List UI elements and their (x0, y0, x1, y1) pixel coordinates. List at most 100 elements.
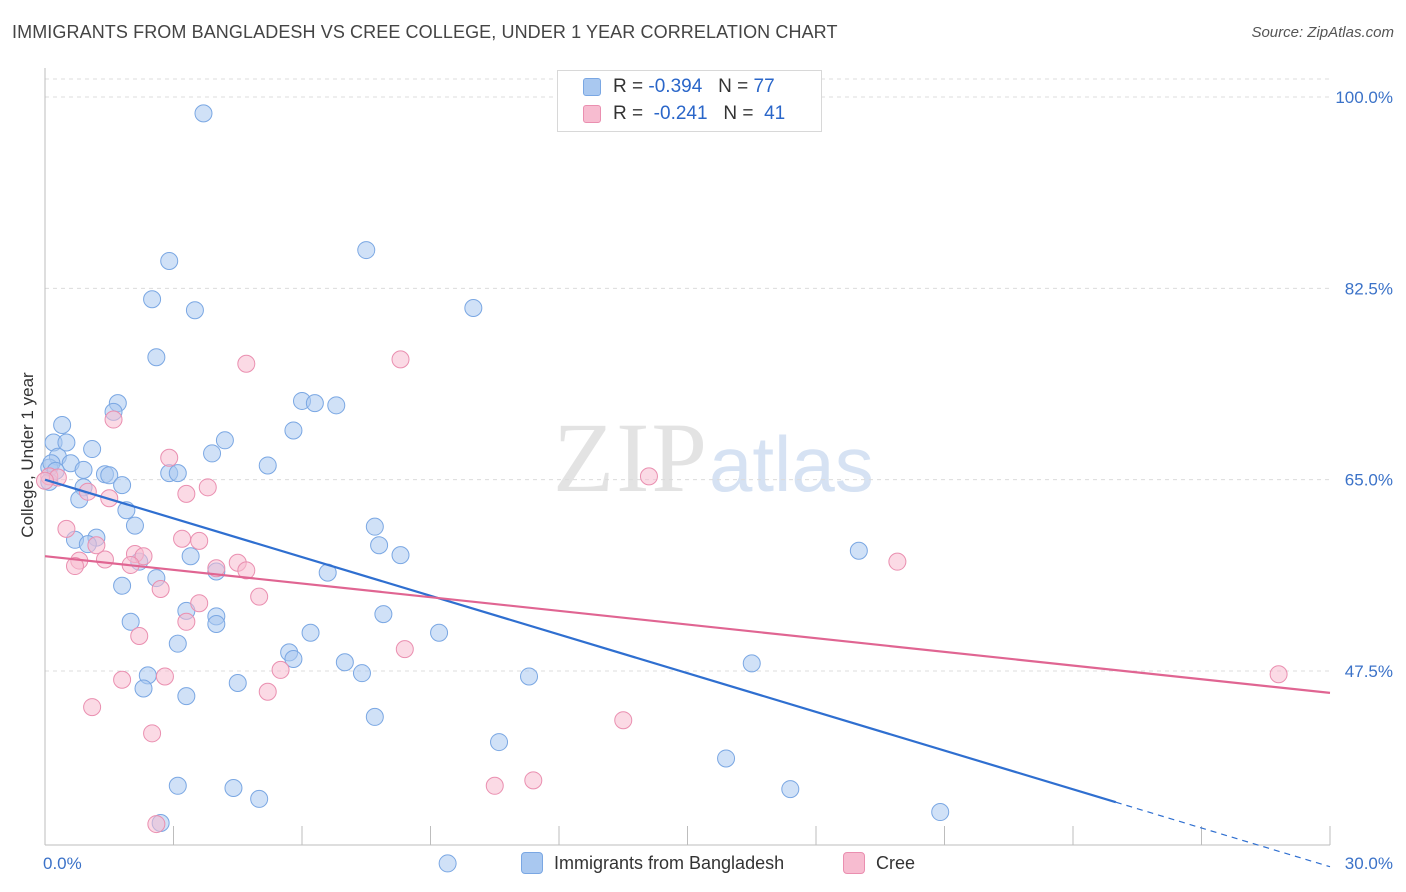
bangladesh-point (781, 780, 800, 799)
cree-point (391, 350, 410, 369)
series-label-cree: Cree (876, 852, 916, 873)
bangladesh-point (327, 396, 346, 415)
cree-point (190, 594, 209, 613)
grid (45, 78, 1330, 672)
bangladesh-point (284, 649, 303, 668)
cree-point (888, 552, 907, 571)
bangladesh-point (931, 803, 950, 822)
cree-point (151, 580, 170, 598)
bangladesh-point (100, 466, 119, 485)
bangladesh-point (53, 416, 72, 434)
cree-trend-line (44, 555, 1331, 694)
cree-point (258, 682, 277, 701)
legend-r-value: -0.241 (653, 103, 708, 124)
legend-swatch-cree (583, 105, 601, 123)
bangladesh-point (490, 733, 509, 752)
bangladesh-point (203, 444, 222, 463)
cree-point (250, 587, 269, 606)
bangladesh-point (365, 707, 384, 726)
cree-point (271, 660, 290, 679)
cree-point (65, 557, 84, 576)
legend-swatch-bangladesh (583, 78, 601, 96)
bangladesh-point (194, 104, 213, 123)
bangladesh-point (391, 546, 410, 565)
bangladesh-point (121, 612, 140, 631)
bangladesh-point (224, 778, 243, 797)
cree-point (190, 531, 209, 550)
bangladesh-point (160, 252, 179, 270)
cree-point (134, 547, 153, 566)
cree-point (524, 771, 543, 790)
bangladesh-point (374, 605, 393, 624)
y-axis-title: College, Under 1 year (18, 372, 37, 538)
cree-point (614, 711, 633, 730)
bangladesh-point (464, 299, 483, 318)
legend-row-bangladesh: R = -0.394 N = 77 (558, 74, 775, 100)
cree-point (485, 776, 504, 795)
legend-n-label: N = (718, 76, 749, 97)
y-tick-label: 100.0% (1335, 88, 1393, 107)
bangladesh-point (520, 667, 539, 686)
bangladesh-point (430, 623, 449, 642)
series-swatch-bangladesh (521, 852, 543, 874)
cree-point (237, 354, 256, 373)
bangladesh-point (74, 460, 93, 479)
cree-point (57, 519, 76, 538)
bangladesh-point (717, 749, 736, 768)
series-legend-cree: Cree (843, 852, 915, 874)
watermark-zip: ZIP (553, 402, 709, 513)
bangladesh-point (301, 623, 320, 642)
cree-point (147, 815, 166, 834)
trend-lines (44, 478, 1331, 868)
legend-r-value: -0.394 (648, 76, 703, 97)
bangladesh-point (207, 614, 226, 633)
y-tick-label: 47.5% (1345, 662, 1393, 681)
bangladesh-point (365, 517, 384, 536)
bangladesh-point (352, 664, 371, 683)
series-swatch-cree (843, 852, 865, 874)
bangladesh-point (250, 789, 269, 808)
bangladesh-point (134, 679, 153, 698)
bangladesh-point (177, 687, 196, 706)
cree-point (237, 561, 256, 580)
tick-labels: 47.5% 65.0% 82.5% 100.0% 0.0% 30.0% College, U… (18, 88, 1393, 873)
cree-point (104, 410, 123, 429)
bangladesh-point (849, 541, 868, 560)
y-tick-label: 82.5% (1345, 279, 1393, 298)
axes (44, 68, 1331, 846)
cree-point (177, 612, 196, 631)
cree-point (83, 698, 102, 717)
y-tick-label: 65.0% (1345, 471, 1393, 490)
bangladesh-point (168, 464, 187, 483)
cree-point (639, 467, 658, 486)
cree-point (177, 484, 196, 503)
bangladesh-point (168, 634, 187, 653)
cree-point (1269, 665, 1288, 684)
cree-point (173, 529, 192, 548)
cree-point (113, 670, 132, 689)
legend-n-value: 77 (753, 76, 775, 97)
cree-point (207, 559, 226, 578)
bangladesh-point (185, 301, 204, 320)
legend-r-label: R = (613, 76, 644, 97)
series-legend-bangladesh: Immigrants from Bangladesh (521, 852, 784, 874)
cree-point (160, 448, 179, 467)
legend-row-cree: R = -0.241 N = 41 (558, 101, 785, 127)
bangladesh-point (258, 456, 277, 475)
cree-point (198, 478, 217, 497)
bangladesh-point (370, 536, 389, 555)
bangladesh-trend-line (44, 478, 1117, 804)
correlation-legend: R = -0.394 N = 77 R = -0.241 N = 41 (557, 70, 822, 132)
bangladesh-point (113, 576, 132, 595)
bangladesh-point (113, 476, 132, 495)
bangladesh-point (168, 776, 187, 795)
legend-n-value: 41 (764, 103, 786, 124)
bangladesh-point (228, 674, 247, 693)
cree-point (130, 627, 149, 646)
bangladesh-point (143, 290, 162, 309)
legend-r-label: R = (613, 103, 644, 124)
bangladesh-point (215, 431, 234, 450)
bangladesh-point (147, 348, 166, 367)
data-points (36, 104, 1288, 873)
